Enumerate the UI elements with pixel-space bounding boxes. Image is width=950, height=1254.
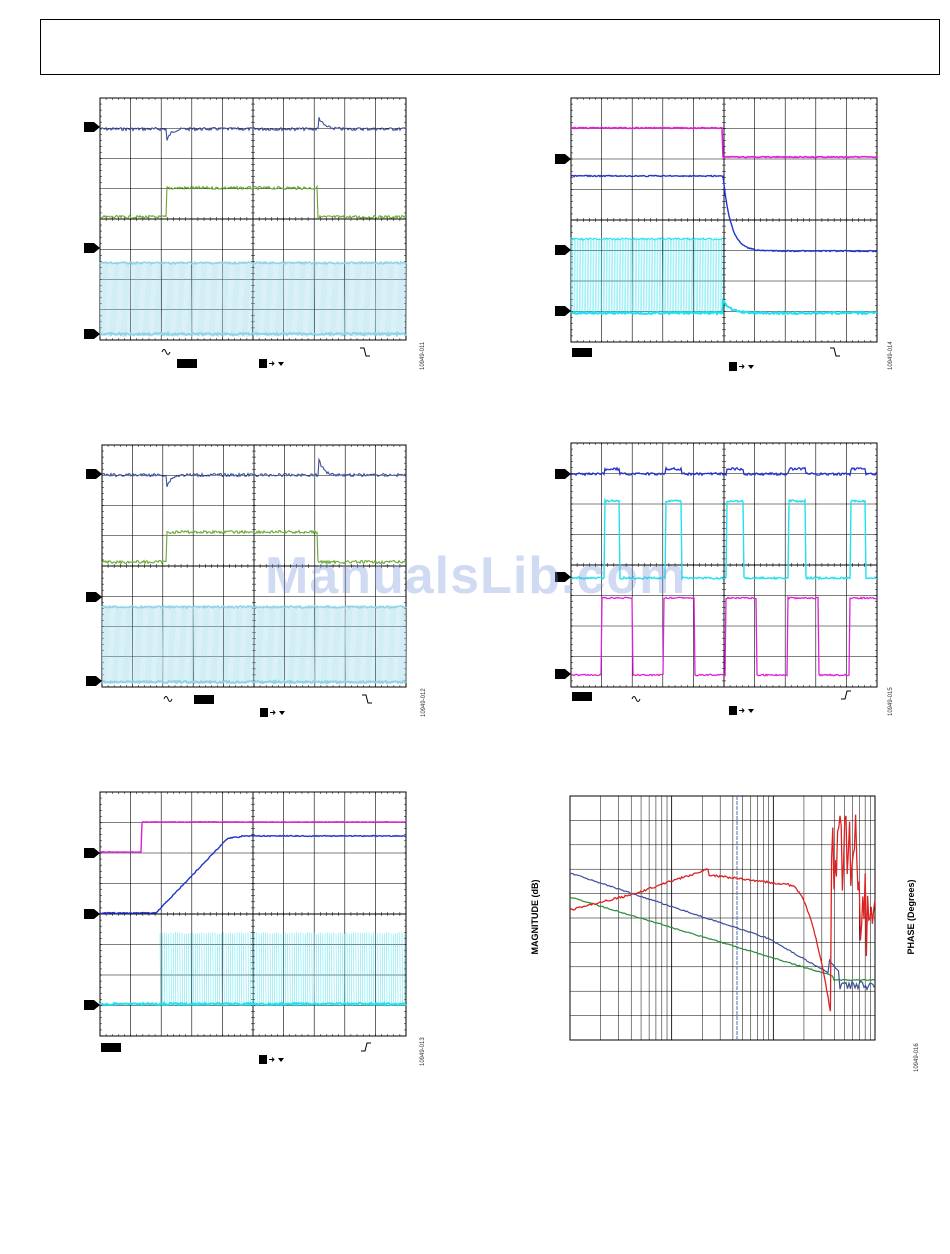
figure-number-14: 10949-014	[888, 341, 894, 370]
trace-ch3-switch	[570, 236, 724, 315]
channel-marker-icon	[555, 669, 571, 679]
trigger-mode-icon	[260, 708, 268, 717]
falling-edge-icon	[830, 347, 840, 357]
channel-marker-icon	[84, 122, 100, 132]
channel-marker-icon	[555, 469, 571, 479]
softkey-box	[101, 1043, 121, 1052]
channel-marker-icon	[86, 592, 102, 602]
trace-ch3-switch-node	[570, 595, 878, 677]
figure-number-15: 10949-015	[888, 687, 894, 716]
trace-ch3-baseline	[570, 297, 878, 316]
trigger-arrow-icon	[269, 361, 275, 366]
trace-ch2-output	[99, 834, 406, 915]
phase-axis-label: PHASE (Degrees)	[906, 879, 916, 955]
trace-ch3-top	[99, 260, 407, 266]
scope-15-plot	[555, 442, 878, 715]
scope-12-plot	[86, 444, 407, 717]
grid-ticks	[570, 442, 878, 688]
trigger-mode-icon	[729, 706, 737, 715]
magnitude-axis-label: MAGNITUDE (dB)	[530, 879, 540, 955]
trace-ch3-bottom	[101, 679, 407, 685]
trace-ch3-switch	[159, 932, 405, 1005]
trace-ch3-top	[570, 237, 724, 241]
trace-ch2-current	[570, 497, 878, 581]
channel-marker-icon	[84, 909, 100, 919]
trace-ch2-load	[101, 529, 407, 565]
channel-marker-icon	[555, 572, 571, 582]
trigger-arrow-icon	[270, 710, 276, 715]
trigger-arrow-icon	[739, 708, 745, 713]
trace-ch2-load	[99, 184, 407, 220]
bode-plot	[569, 795, 876, 1041]
figure-number-16: 10949-016	[914, 1043, 920, 1072]
trace-magnitude	[569, 872, 876, 991]
channel-marker-icon	[555, 245, 571, 255]
ac-coupling-icon	[163, 696, 173, 702]
channel-marker-icon	[555, 154, 571, 164]
trigger-mode-icon	[259, 359, 267, 368]
channel-marker-icon	[84, 329, 100, 339]
trace-ch2-output	[570, 174, 877, 253]
dropdown-triangle-icon	[748, 709, 754, 713]
grid-ticks	[101, 444, 407, 688]
ac-coupling-icon	[161, 349, 171, 355]
trace-ch3-baseline	[99, 1001, 407, 1007]
dropdown-triangle-icon	[748, 365, 754, 369]
channel-marker-icon	[84, 1000, 100, 1010]
trigger-arrow-icon	[269, 1057, 275, 1062]
trigger-arrow-icon	[739, 364, 745, 369]
trace-ch1-output	[570, 466, 878, 477]
scope-14-plot	[555, 97, 878, 371]
trace-phase	[569, 814, 876, 1012]
figure-number-11: 10949-011	[420, 341, 426, 370]
softkey-box	[572, 348, 592, 357]
rising-edge-icon	[841, 690, 851, 700]
figure-number-13: 10949-013	[420, 1037, 426, 1066]
trace-ch3-top	[101, 604, 407, 610]
softkey-box	[572, 692, 592, 701]
figure-number-12: 10949-012	[421, 688, 427, 717]
watermark: ManualsLib.com	[265, 547, 687, 605]
falling-edge-icon	[362, 694, 372, 704]
scope-11-plot	[84, 97, 407, 368]
rising-edge-icon	[361, 1042, 371, 1052]
dropdown-triangle-icon	[278, 362, 284, 366]
trace-ch3-switch	[101, 605, 407, 684]
grid-ticks	[570, 97, 878, 343]
dropdown-triangle-icon	[278, 1058, 284, 1062]
trace-ch1-enable	[570, 126, 878, 159]
channel-marker-icon	[84, 848, 100, 858]
trace-ch3-switch	[99, 261, 407, 337]
trace-ch1-enable	[99, 820, 407, 854]
trigger-mode-icon	[259, 1055, 267, 1064]
page-header-box	[40, 19, 940, 75]
channel-marker-icon	[86, 676, 102, 686]
falling-edge-icon	[360, 347, 370, 357]
scope-13-plot	[84, 791, 407, 1064]
ac-coupling-icon	[631, 696, 641, 702]
softkey-box	[177, 359, 197, 368]
channel-marker-icon	[84, 243, 100, 253]
trace-ch3-bottom	[99, 330, 407, 338]
trigger-mode-icon	[729, 362, 737, 371]
trace-ch1-output	[101, 457, 407, 487]
channel-marker-icon	[555, 306, 571, 316]
trace-ch1-output	[99, 117, 407, 141]
softkey-box	[194, 695, 214, 704]
dropdown-triangle-icon	[279, 711, 285, 715]
channel-marker-icon	[86, 469, 102, 479]
